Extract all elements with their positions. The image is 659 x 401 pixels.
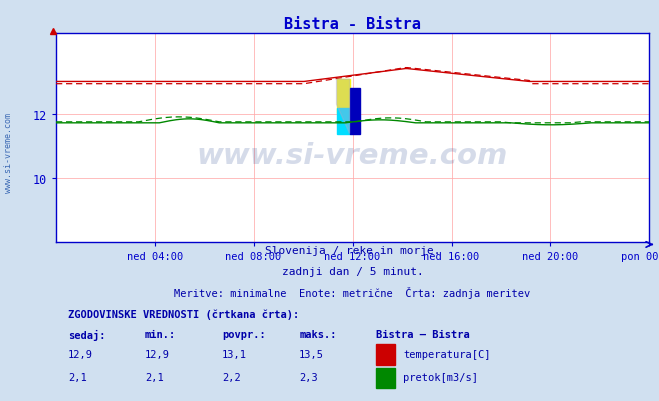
Text: www.si-vreme.com: www.si-vreme.com: [197, 141, 508, 169]
Text: 2,1: 2,1: [145, 372, 163, 382]
Text: 2,1: 2,1: [68, 372, 86, 382]
Text: www.si-vreme.com: www.si-vreme.com: [4, 112, 13, 192]
Text: 12,9: 12,9: [145, 349, 170, 359]
Text: ZGODOVINSKE VREDNOSTI (črtkana črta):: ZGODOVINSKE VREDNOSTI (črtkana črta):: [68, 309, 299, 320]
Text: pretok[m3/s]: pretok[m3/s]: [403, 372, 478, 382]
Bar: [376, 344, 395, 365]
Polygon shape: [337, 80, 349, 134]
Text: temperatura[C]: temperatura[C]: [403, 349, 490, 359]
Bar: [337, 80, 349, 113]
Text: Slovenija / reke in morje.: Slovenija / reke in morje.: [265, 246, 440, 256]
Bar: [337, 109, 349, 134]
Text: maks.:: maks.:: [299, 329, 337, 339]
Text: 2,2: 2,2: [222, 372, 241, 382]
Text: sedaj:: sedaj:: [68, 329, 105, 340]
Bar: [376, 368, 395, 388]
Bar: [349, 88, 360, 134]
Text: 2,3: 2,3: [299, 372, 318, 382]
Text: 12,9: 12,9: [68, 349, 93, 359]
Text: min.:: min.:: [145, 329, 176, 339]
Text: zadnji dan / 5 minut.: zadnji dan / 5 minut.: [281, 266, 424, 276]
Text: 13,5: 13,5: [299, 349, 324, 359]
Text: Bistra – Bistra: Bistra – Bistra: [376, 329, 470, 339]
Text: Meritve: minimalne  Enote: metrične  Črta: zadnja meritev: Meritve: minimalne Enote: metrične Črta:…: [175, 286, 530, 298]
Text: 13,1: 13,1: [222, 349, 247, 359]
Text: povpr.:: povpr.:: [222, 329, 266, 339]
Text: Bistra - Bistra: Bistra - Bistra: [284, 17, 421, 32]
